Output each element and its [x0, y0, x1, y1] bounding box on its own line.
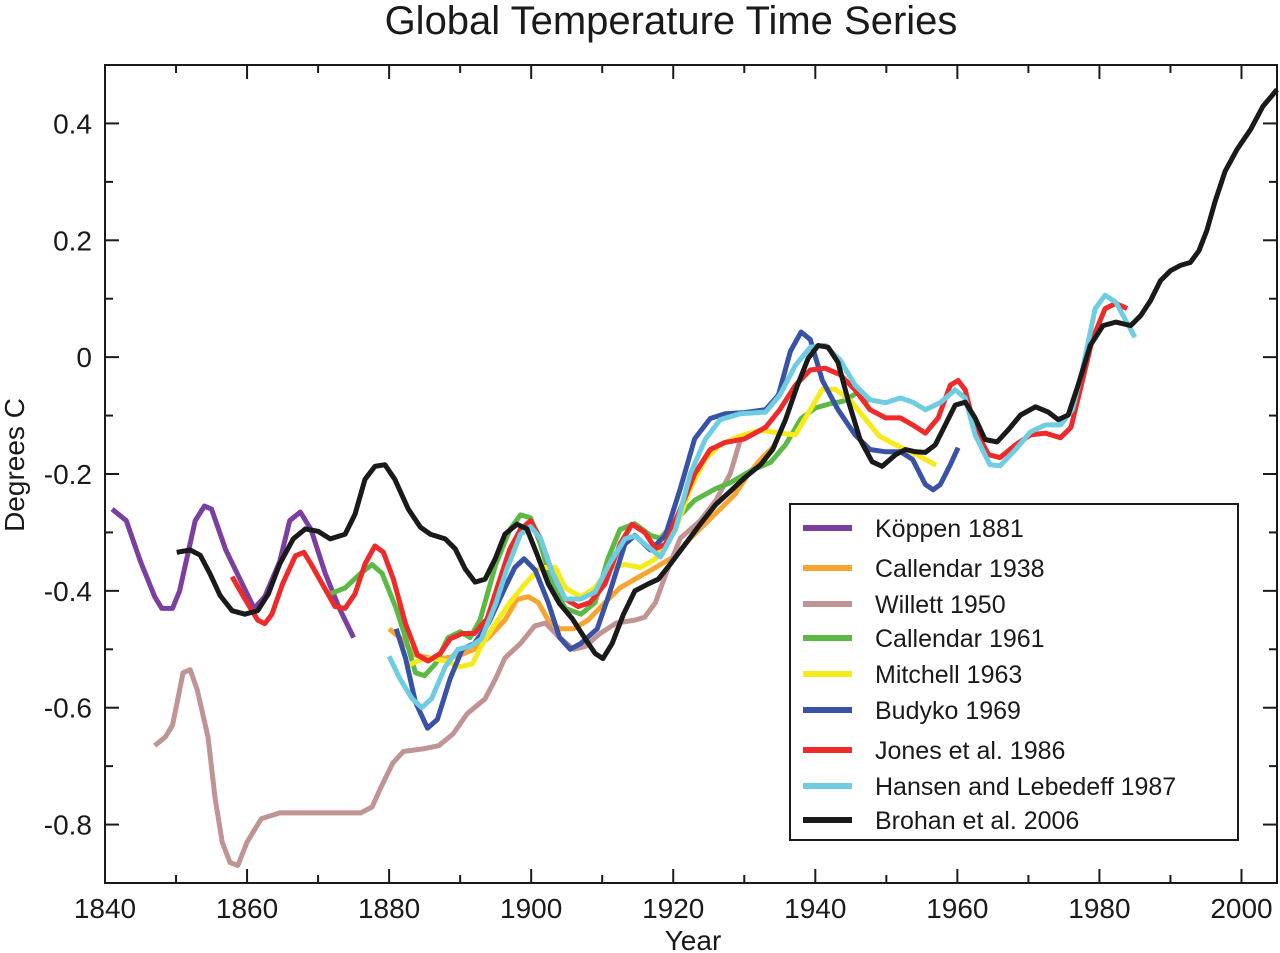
- y-tick-label: -0.2: [44, 459, 92, 490]
- legend-label: Willett 1950: [875, 591, 1006, 619]
- x-tick-label: 1980: [1068, 893, 1130, 924]
- y-tick-label: 0.2: [53, 225, 92, 256]
- legend-label: Jones et al. 1986: [875, 737, 1065, 765]
- x-tick-label: 1920: [642, 893, 704, 924]
- series-line-1: [387, 443, 778, 661]
- legend-label: Mitchell 1963: [875, 661, 1022, 689]
- y-tick-label: -0.8: [44, 810, 92, 841]
- y-tick-label: 0: [76, 342, 92, 373]
- plot-frame: [104, 64, 1278, 884]
- series-line-2: [153, 430, 753, 868]
- legend-box: [789, 503, 1239, 841]
- legend-label: Budyko 1969: [875, 697, 1021, 725]
- legend-label: Hansen and Lebedeff 1987: [875, 773, 1176, 801]
- y-tick-label: -0.6: [44, 693, 92, 724]
- series-line-0: [110, 503, 356, 639]
- y-tick-label: -0.4: [44, 576, 92, 607]
- y-axis-label: Degrees C: [0, 398, 30, 532]
- legend-label: Köppen 1881: [875, 515, 1024, 543]
- legend-label: Brohan et al. 2006: [875, 807, 1079, 835]
- x-tick-label: 1880: [358, 893, 420, 924]
- chart-title: Global Temperature Time Series: [385, 0, 958, 43]
- legend: Köppen 1881 Callendar 1938 Willett 1950 Cal…: [789, 503, 1239, 841]
- x-tick-label: 1900: [500, 893, 562, 924]
- x-axis-label: Year: [665, 925, 722, 953]
- legend-label: Callendar 1961: [875, 625, 1045, 653]
- series-line-5: [393, 329, 961, 731]
- series-line-7: [386, 292, 1138, 711]
- x-tick-label: 1940: [784, 893, 846, 924]
- x-tick-label: 1860: [216, 893, 278, 924]
- series-line-8: [176, 87, 1279, 662]
- y-tick-label: 0.4: [53, 108, 92, 139]
- x-tick-label: 2000: [1210, 893, 1272, 924]
- legend-label: Callendar 1938: [875, 555, 1045, 583]
- x-tick-label: 1840: [74, 893, 136, 924]
- x-tick-label: 1960: [926, 893, 988, 924]
